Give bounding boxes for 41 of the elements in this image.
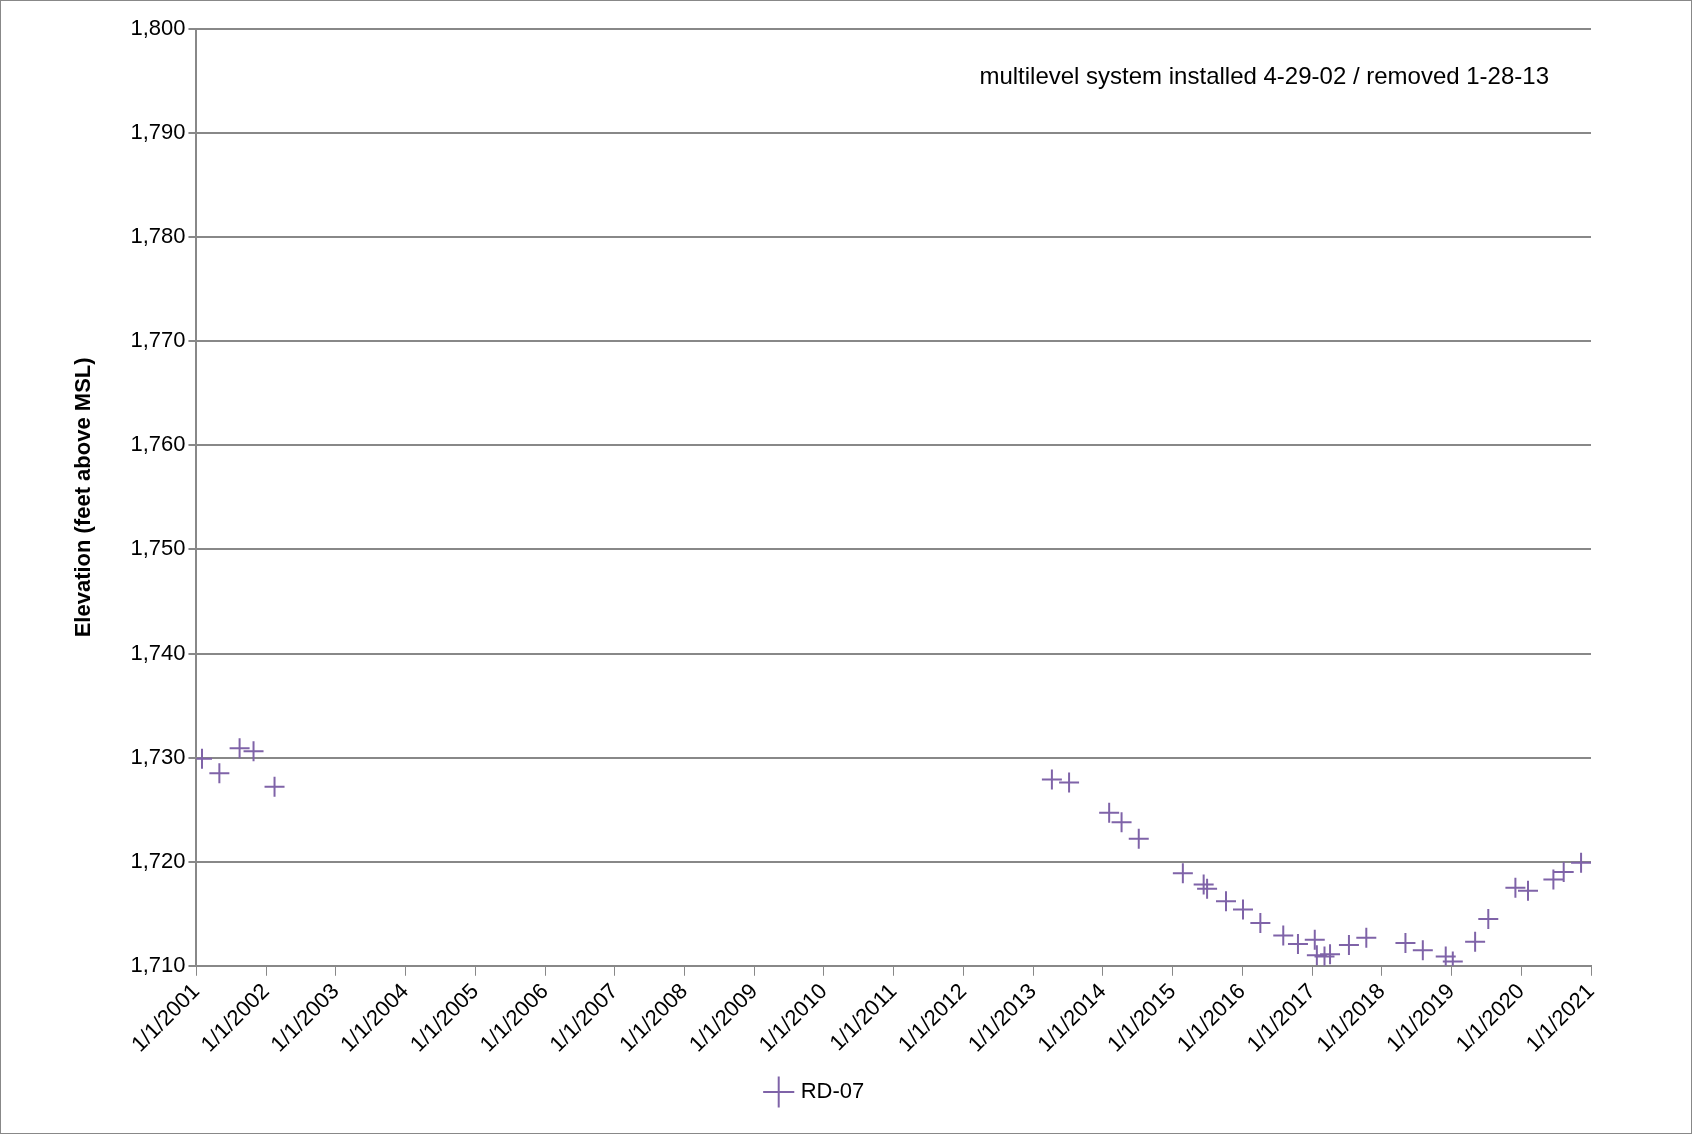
point — [263, 775, 286, 798]
y-tick-label: 1,740 — [130, 639, 186, 665]
point — [1464, 930, 1487, 953]
y-tick-label: 1,750 — [130, 535, 186, 561]
y-tick-label: 1,800 — [130, 15, 186, 41]
y-tick-label: 1,770 — [130, 327, 186, 353]
y-tick-label: 1,720 — [130, 847, 186, 873]
point — [1477, 907, 1500, 930]
point — [1231, 898, 1254, 921]
point — [1272, 924, 1295, 947]
point — [1434, 945, 1457, 966]
point — [1504, 876, 1527, 899]
point — [1517, 879, 1539, 902]
point — [1303, 928, 1326, 951]
point — [1337, 933, 1360, 956]
point — [1058, 771, 1081, 794]
point — [1570, 851, 1591, 874]
point — [1542, 868, 1565, 891]
y-tick-label: 1,730 — [130, 743, 186, 769]
point — [1214, 890, 1237, 913]
point — [242, 740, 265, 763]
point — [1319, 943, 1342, 966]
point — [1552, 861, 1575, 884]
point — [1355, 926, 1378, 949]
y-axis-title: Elevation (feet above MSL) — [70, 357, 96, 638]
point — [228, 737, 251, 760]
point — [1249, 912, 1272, 935]
point — [1127, 827, 1150, 850]
y-tick-label: 1,710 — [130, 951, 186, 977]
point — [1040, 768, 1063, 791]
point — [1286, 932, 1309, 955]
point — [1411, 939, 1434, 962]
point — [1171, 862, 1194, 885]
point — [1313, 945, 1336, 966]
legend-label: RD-07 — [800, 1078, 865, 1104]
y-tick-label: 1,790 — [130, 119, 186, 145]
annotation: multilevel system installed 4-29-02 / removed 1-28-13 — [979, 61, 1549, 89]
point — [1394, 931, 1417, 954]
y-tick-label: 1,780 — [130, 223, 186, 249]
y-tick-label: 1,760 — [130, 431, 186, 457]
point — [208, 762, 231, 785]
